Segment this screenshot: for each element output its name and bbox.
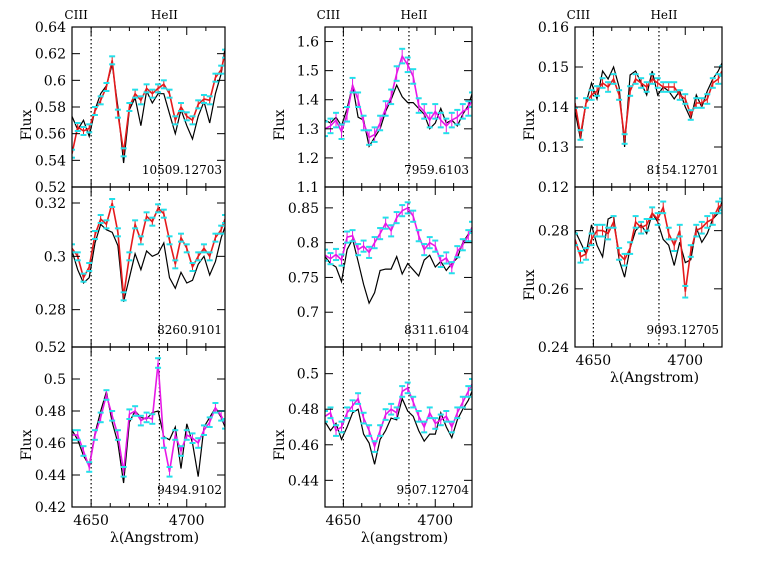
x-tick-label: 4650 — [576, 353, 612, 369]
y-axis-label: Flux — [272, 429, 288, 460]
observed-spectrum-line — [72, 53, 225, 154]
observed-spectrum-line — [72, 202, 225, 297]
y-tick-label: 0.15 — [538, 60, 569, 76]
panel-8154.12701: 0.12 0.13 0.14 0.15 0.16 8154.12701 Flux CIII He… — [522, 8, 723, 196]
y-tick-label: 0.44 — [35, 468, 66, 484]
y-tick-label: 0.46 — [35, 436, 66, 452]
heii-label: HeII — [650, 8, 677, 22]
y-tick-label: 0.48 — [288, 402, 319, 418]
y-tick-label: 0.13 — [538, 140, 569, 156]
spectrum-id-label: 8260.9101 — [157, 323, 222, 337]
plot-area — [72, 198, 225, 302]
model-spectrum-line — [575, 62, 722, 148]
y-tick-label: 0.8 — [297, 236, 319, 252]
y-tick-label: 0.48 — [35, 404, 66, 420]
y-tick-label: 0.6 — [44, 73, 66, 89]
x-axis-label: λ(angstrom) — [361, 530, 448, 546]
x-tick-label: 4700 — [417, 513, 453, 529]
y-tick-label: 0.26 — [538, 282, 569, 298]
y-tick-label: 0.75 — [288, 270, 319, 286]
y-tick-label: 0.28 — [35, 303, 66, 319]
y-tick-label: 0.32 — [35, 196, 66, 212]
y-tick-label: 0.5 — [44, 372, 66, 388]
y-tick-label: 1.3 — [297, 122, 319, 138]
y-tick-label: 0.7 — [297, 305, 319, 321]
x-tick-label: 4650 — [326, 513, 362, 529]
x-tick-label: 4700 — [169, 513, 205, 529]
panel-10509.12703: 0.52 0.54 0.56 0.58 0.6 0.62 0.64 10509.12703 Fl… — [19, 8, 226, 196]
y-tick-label: 1.5 — [297, 64, 319, 80]
y-tick-label: 0.58 — [35, 100, 66, 116]
x-axis-label: λ(Angstrom) — [110, 530, 199, 546]
y-tick-label: 0.14 — [538, 100, 569, 116]
model-spectrum-line — [325, 391, 472, 465]
ciii-label: CIII — [317, 8, 341, 22]
panel-9507.12704: 4650 4700 0.44 0.46 0.48 0.5 9507.12704 Flux λ(a… — [272, 346, 473, 546]
plot-area — [325, 201, 472, 305]
ciii-label: CIII — [64, 8, 88, 22]
plot-area — [72, 48, 225, 164]
model-spectrum-line — [72, 48, 225, 164]
panel-8311.6104: 0.7 0.75 0.8 0.85 8311.6104 — [288, 186, 473, 348]
plot-area — [72, 357, 225, 484]
spectrum-id-label: 7959.6103 — [404, 163, 469, 177]
spectrum-id-label: 10509.12703 — [142, 163, 222, 177]
y-tick-label: 0.85 — [288, 201, 319, 217]
plot-area — [325, 47, 472, 148]
observed-spectrum-line — [575, 203, 722, 292]
panel-9494.9102: 4650 4700 0.42 0.44 0.46 0.48 0.5 0.52 9494.9102… — [19, 340, 226, 546]
y-tick-label: 0.44 — [288, 473, 319, 489]
x-tick-label: 4700 — [667, 353, 703, 369]
y-tick-label: 1.4 — [297, 93, 319, 109]
y-tick-label: 0.52 — [35, 340, 66, 356]
y-axis-label: Flux — [19, 429, 35, 460]
y-axis-label: Flux — [522, 269, 538, 300]
panel-8260.9101: 0.28 0.3 0.32 8260.9101 — [35, 186, 226, 348]
x-tick-label: 4650 — [73, 513, 109, 529]
plot-area — [575, 62, 722, 148]
observed-spectrum-line — [72, 362, 225, 472]
spectrum-id-label: 8311.6104 — [404, 323, 469, 337]
y-tick-label: 0.52 — [35, 180, 66, 196]
x-axis-label: λ(Angstrom) — [610, 370, 699, 386]
y-tick-label: 0.16 — [538, 20, 569, 36]
y-tick-label: 1.1 — [297, 180, 319, 196]
y-tick-label: 0.62 — [35, 47, 66, 63]
y-tick-label: 0.28 — [538, 224, 569, 240]
y-tick-label: 0.56 — [35, 127, 66, 143]
y-tick-label: 0.42 — [35, 500, 66, 516]
y-tick-label: 0.54 — [35, 153, 66, 169]
y-tick-label: 0.5 — [297, 367, 319, 383]
y-axis-label: Flux — [522, 109, 538, 140]
model-spectrum-line — [325, 229, 472, 305]
spectrum-id-label: 8154.12701 — [646, 163, 719, 177]
spectrum-id-label: 9494.9102 — [157, 483, 222, 497]
plot-area — [575, 197, 722, 299]
heii-label: HeII — [400, 8, 427, 22]
y-tick-label: 0.12 — [538, 180, 569, 196]
y-tick-label: 0.3 — [44, 249, 66, 265]
plot-area — [325, 378, 472, 465]
model-spectrum-line — [575, 201, 722, 278]
y-tick-label: 1.2 — [297, 151, 319, 167]
y-tick-label: 0.24 — [538, 340, 569, 356]
y-tick-label: 1.6 — [297, 35, 319, 51]
ciii-label: CIII — [567, 8, 591, 22]
heii-label: HeII — [151, 8, 178, 22]
observed-spectrum-line — [325, 54, 472, 139]
panel-9093.12705: 4650 4700 0.24 0.26 0.28 9093.12705 Flux λ(Angs… — [522, 186, 723, 386]
spectrum-id-label: 9507.12704 — [396, 483, 469, 497]
y-axis-label: Flux — [19, 109, 35, 140]
y-tick-label: 0.46 — [288, 438, 319, 454]
y-axis-label: Flux — [272, 109, 288, 140]
panel-7959.6103: 1.1 1.2 1.3 1.4 1.5 1.6 7959.6103 Flux CIII HeII — [272, 8, 473, 196]
y-tick-label: 0.64 — [35, 20, 66, 36]
spectrum-id-label: 9093.12705 — [646, 323, 719, 337]
